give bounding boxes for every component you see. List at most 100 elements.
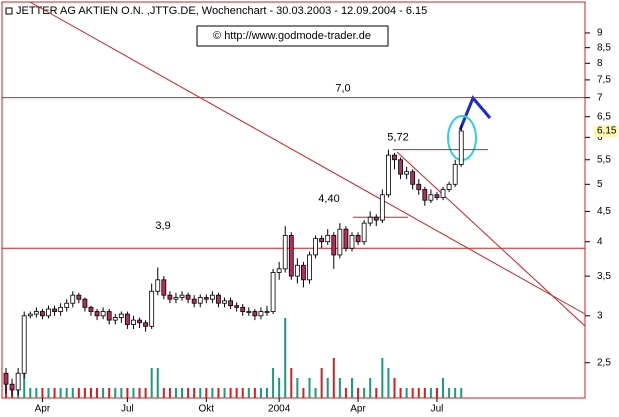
x-tick-label: Apr [350, 404, 366, 415]
candle-body [106, 311, 112, 321]
x-tick-label: Apr [35, 404, 51, 415]
candle-body [440, 189, 446, 198]
volume-bar [253, 388, 256, 398]
volume-bar [126, 388, 129, 398]
candle-body [143, 322, 149, 327]
volume-bar [53, 388, 56, 398]
volume-bar [108, 388, 111, 398]
candle-body [137, 319, 142, 324]
candle-body [276, 268, 282, 273]
volume-bar [284, 318, 287, 398]
candle-body [94, 311, 100, 317]
volume-bar [47, 388, 50, 398]
candle-body [331, 234, 337, 256]
candle-body [458, 130, 464, 165]
volume-bar [235, 388, 238, 398]
candle-body [112, 317, 118, 321]
candle-body [125, 313, 130, 325]
candle-body [58, 306, 64, 312]
volume-bar [278, 378, 281, 398]
volume-bar [448, 388, 451, 398]
volume-bar [59, 388, 62, 398]
candle-body [228, 300, 233, 307]
last-price-box [594, 124, 618, 137]
level-label: 5,72 [387, 132, 408, 144]
volume-bar [290, 368, 293, 398]
volume-bar [205, 388, 208, 398]
candle-body [46, 308, 51, 317]
title-icon [5, 7, 13, 15]
candle-body [264, 311, 270, 313]
candle-body [355, 234, 361, 243]
last-price-label: 6.15 [597, 126, 617, 137]
candle-body [252, 311, 258, 317]
candle-body [155, 279, 161, 292]
candle-body [416, 183, 422, 190]
volume-bar [29, 388, 32, 398]
volume-bar [114, 388, 117, 398]
x-tick-label: Jul [121, 404, 134, 415]
candle-body [240, 306, 246, 312]
y-tick-label: 4,5 [597, 206, 611, 217]
y-tick-label: 4 [597, 236, 603, 247]
candle-body [76, 294, 82, 300]
volume-bar [411, 388, 414, 398]
candle-body [422, 189, 428, 201]
candle-body [203, 297, 209, 300]
volume-bar [71, 388, 74, 398]
candle-body [131, 319, 136, 325]
volume-bar [150, 368, 153, 398]
candle-body [167, 294, 173, 300]
volume-bar [65, 388, 68, 398]
volume-bar [369, 378, 372, 398]
volume-bar [35, 388, 38, 398]
volume-bar [405, 388, 408, 398]
candle-body [234, 305, 240, 308]
volume-bar [332, 358, 335, 398]
volume-bar [96, 388, 99, 398]
volume-bar [223, 388, 226, 398]
horizontal-line-label: 7,0 [335, 83, 350, 95]
candle-body [367, 216, 373, 224]
candle-body [282, 234, 288, 270]
volume-bar [168, 388, 171, 398]
candle-body [361, 222, 367, 243]
horizontal-line-label: 3,9 [155, 220, 170, 232]
y-tick-label: 5 [597, 179, 603, 190]
candle-body [258, 311, 264, 317]
candle-body [428, 194, 434, 201]
volume-bar [326, 378, 329, 398]
volume-bar [193, 388, 196, 398]
trend-line [29, 1, 586, 315]
volume-bar [417, 388, 420, 398]
volume-bar [454, 388, 457, 398]
candle-body [185, 294, 191, 300]
volume-bar [387, 368, 390, 398]
level-label: 4,40 [318, 193, 339, 205]
candle-body [216, 294, 221, 304]
watermark: © http://www.godmode-trader.de [213, 30, 371, 42]
candle-body [3, 372, 9, 385]
candle-body [21, 315, 27, 374]
candle-body [246, 311, 252, 313]
candle-body [9, 383, 15, 391]
volume-bar [460, 388, 463, 398]
volume-bar [247, 388, 250, 398]
volume-bar [229, 388, 232, 398]
candle-body [337, 228, 343, 256]
volume-bar [217, 388, 220, 398]
volume-bar [120, 388, 123, 398]
candle-body [325, 234, 331, 243]
volume-bar [138, 388, 141, 398]
candle-body [88, 306, 94, 312]
candle-body [161, 279, 167, 296]
candle-body [40, 311, 45, 317]
volume-bar [144, 388, 147, 398]
candle-body [319, 238, 325, 243]
x-tick-label: Okt [199, 404, 215, 415]
x-tick-label: Jul [431, 404, 444, 415]
candle-body [270, 272, 276, 312]
volume-bar [77, 388, 80, 398]
candle-body [82, 298, 88, 308]
